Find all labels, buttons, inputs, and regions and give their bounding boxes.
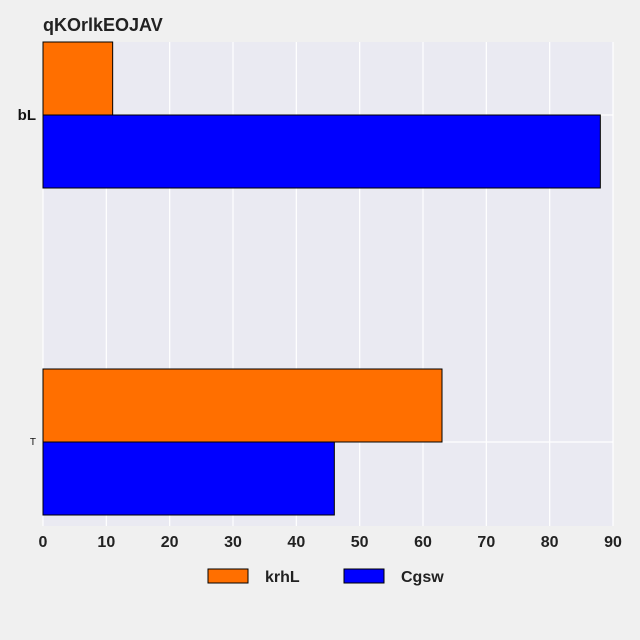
x-tick-label: 60 (414, 534, 432, 551)
y-tick-label: bL (18, 107, 36, 124)
x-tick-label: 50 (351, 534, 369, 551)
y-axis-ticks: bL T (18, 107, 36, 448)
legend: krhL Cgsw (207, 568, 444, 586)
x-tick-label: 90 (604, 534, 622, 551)
x-tick-label: 70 (477, 534, 495, 551)
y-tick-label: T (30, 437, 36, 448)
bar-Cgsw-T (42, 441, 335, 516)
x-tick-label: 10 (97, 534, 115, 551)
bar-krhL-T (42, 368, 443, 443)
x-axis-ticks: 0 10 20 30 40 50 60 70 80 90 (39, 534, 622, 551)
bars (42, 41, 601, 516)
legend-label-krhL: krhL (265, 569, 300, 586)
legend-swatch-krhL (207, 568, 249, 584)
legend-label-Cgsw: Cgsw (401, 569, 444, 586)
x-tick-label: 20 (161, 534, 179, 551)
x-tick-label: 40 (287, 534, 305, 551)
x-tick-label: 80 (541, 534, 559, 551)
legend-swatch-Cgsw (343, 568, 385, 584)
chart-title: qKOrlkEOJAV (43, 15, 163, 35)
x-tick-label: 30 (224, 534, 242, 551)
x-tick-label: 0 (39, 534, 48, 551)
bar-krhL-bL (42, 41, 114, 116)
bar-Cgsw-bL (42, 114, 601, 189)
